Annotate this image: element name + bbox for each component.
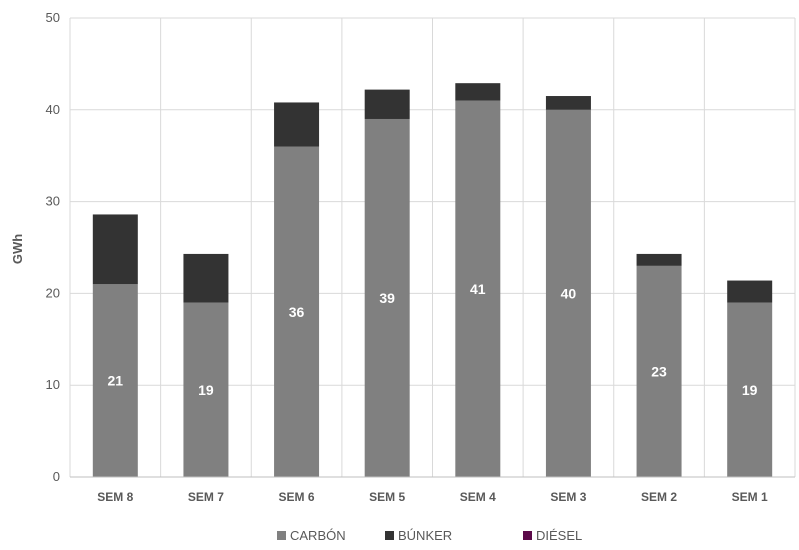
bar-segment xyxy=(274,102,320,147)
bar-segment xyxy=(545,109,591,478)
grid-layer xyxy=(69,17,796,478)
x-tick-label: SEM 6 xyxy=(279,490,315,504)
data-labels-layer: 21 19 36 39 41 40 23 19 xyxy=(108,281,758,398)
bar-segment xyxy=(364,118,410,477)
x-tick-label: SEM 7 xyxy=(188,490,224,504)
y-tick-label: 40 xyxy=(46,102,60,117)
x-tick-label: SEM 1 xyxy=(732,490,768,504)
x-tick-label: SEM 3 xyxy=(550,490,586,504)
y-tick-label: 50 xyxy=(46,10,60,25)
axis-layer: 0 10 20 30 40 50 SEM 8 SEM 7 SEM 6 SEM 5 SEM 4 SEM … xyxy=(46,10,795,504)
bar-segment xyxy=(92,284,138,477)
bar-segment xyxy=(183,253,229,303)
legend-label: BÚNKER xyxy=(398,528,452,543)
bar-segment xyxy=(455,83,501,101)
legend: CARBÓN BÚNKER DIÉSEL xyxy=(277,528,582,543)
y-tick-label: 10 xyxy=(46,377,60,392)
bar-segment xyxy=(92,214,138,285)
bar-segment xyxy=(183,302,229,477)
data-label: 19 xyxy=(198,382,214,398)
bar-segment xyxy=(727,280,773,303)
bars-layer xyxy=(92,83,773,478)
legend-label: CARBÓN xyxy=(290,528,346,543)
bar-segment xyxy=(636,253,682,266)
legend-swatch xyxy=(385,531,394,540)
x-tick-label: SEM 2 xyxy=(641,490,677,504)
data-label: 39 xyxy=(379,290,395,306)
y-tick-label: 20 xyxy=(46,285,60,300)
legend-swatch xyxy=(277,531,286,540)
x-tick-label: SEM 4 xyxy=(460,490,496,504)
bar-segment xyxy=(455,100,501,478)
x-tick-label: SEM 8 xyxy=(97,490,133,504)
bar-segment xyxy=(364,89,410,119)
x-tick-label: SEM 5 xyxy=(369,490,405,504)
bar-segment xyxy=(274,146,320,477)
data-label: 19 xyxy=(742,382,758,398)
data-label: 40 xyxy=(561,285,577,301)
y-tick-label: 0 xyxy=(53,469,60,484)
data-label: 41 xyxy=(470,281,486,297)
legend-swatch xyxy=(523,531,532,540)
data-label: 21 xyxy=(108,373,124,389)
y-axis-label: GWh xyxy=(10,234,25,264)
data-label: 23 xyxy=(651,363,667,379)
bar-segment xyxy=(545,96,591,110)
data-label: 36 xyxy=(289,304,305,320)
bar-segment xyxy=(727,302,773,477)
y-tick-label: 30 xyxy=(46,194,60,209)
legend-label: DIÉSEL xyxy=(536,528,582,543)
bar-segment xyxy=(636,265,682,477)
